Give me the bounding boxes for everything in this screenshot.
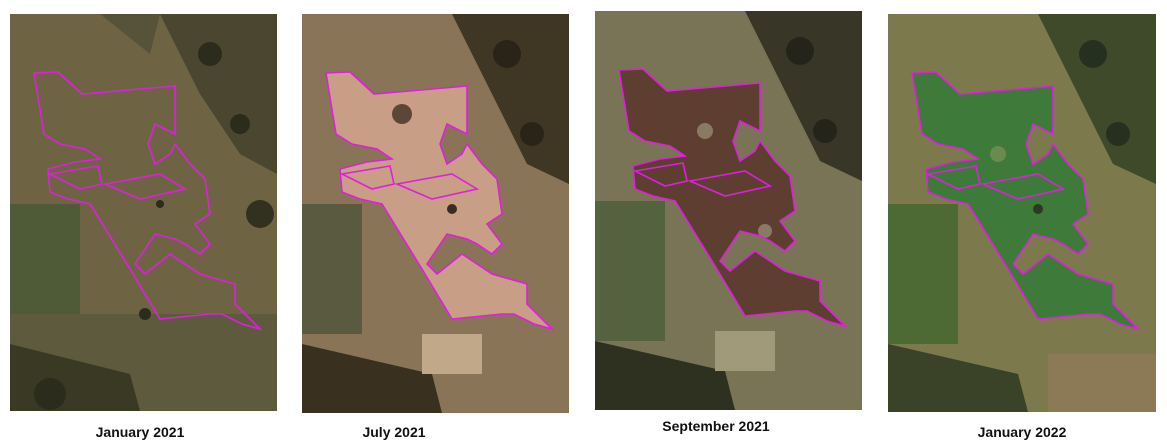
satellite-image-july-2021: [302, 14, 569, 413]
satellite-image-canvas: [10, 14, 277, 411]
caption-july-2021: July 2021: [362, 424, 426, 440]
paddock-boundary-outline: [911, 71, 1141, 331]
caption-january-2022: January 2022: [977, 424, 1067, 440]
satellite-image-canvas: [888, 14, 1156, 412]
satellite-image-canvas: [595, 11, 862, 410]
caption-september-2021: September 2021: [662, 418, 770, 434]
paddock-boundary-outline: [325, 71, 555, 331]
caption-january-2021: January 2021: [95, 424, 185, 440]
paddock-boundary-outline: [618, 68, 848, 328]
satellite-image-canvas: [302, 14, 569, 413]
satellite-image-january-2021: [10, 14, 277, 411]
paddock-boundary-outline: [33, 71, 263, 331]
satellite-image-january-2022: [888, 14, 1156, 412]
satellite-image-september-2021: [595, 11, 862, 410]
